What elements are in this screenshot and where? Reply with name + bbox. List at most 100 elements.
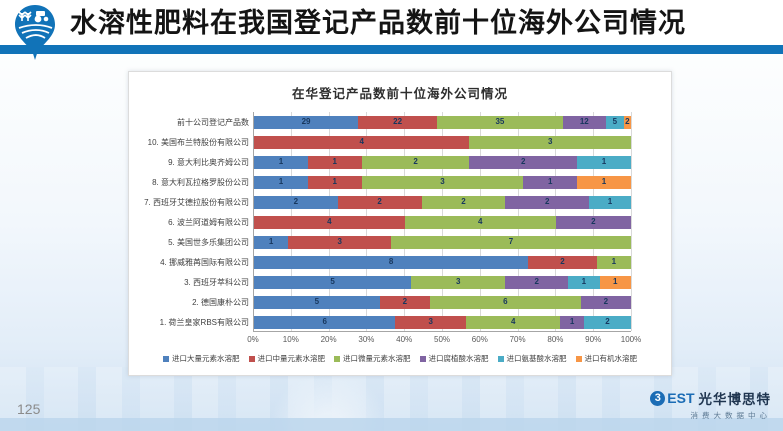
bar-row: 6. 波兰阿道姆有限公司 4 4 2	[129, 212, 631, 232]
slide-body: 在华登记产品数前十位海外公司情况 前十公司登记产品数 29 22 35 12 5 2 10. …	[0, 54, 783, 431]
bar-segment: 4	[254, 215, 405, 229]
bar-row-label: 3. 西班牙萃科公司	[184, 277, 249, 287]
bar-segment: 1	[523, 175, 578, 189]
bar-segment-value: 1	[607, 197, 613, 206]
chart-panel: 在华登记产品数前十位海外公司情况 前十公司登记产品数 29 22 35 12 5 2 10. …	[128, 71, 672, 376]
x-axis-tick: 100%	[620, 335, 642, 344]
page-number: 125	[17, 401, 41, 417]
bar-segment-value: 1	[601, 157, 607, 166]
bar-segment-value: 2	[413, 157, 418, 166]
bar-track: 8 2 1	[254, 255, 631, 269]
legend-swatch	[163, 355, 169, 362]
x-axis-tick: 70%	[509, 335, 526, 344]
bar-segment: 1	[596, 255, 631, 269]
bar-row: 前十公司登记产品数 29 22 35 12 5 2	[129, 112, 631, 132]
bar-row-label: 5. 美国世多乐集团公司	[168, 237, 249, 247]
bar-segment-value: 2	[591, 217, 596, 226]
legend-swatch	[419, 355, 426, 362]
chart-legend: 进口大量元素水溶肥 进口中量元素水溶肥 进口微量元素水溶肥 进口腐植酸水溶肥 进口氨基酸…	[129, 353, 671, 364]
bar-segment: 1	[568, 275, 600, 289]
bar-segment-value: 2	[603, 297, 609, 306]
bar-segment: 2	[528, 255, 597, 269]
bar-track: 5 2 6 2	[254, 295, 631, 309]
bar-segment-value: 3	[440, 177, 445, 186]
bar-row: 1. 荷兰皇家RBS有限公司 6 3 4 1 2	[129, 312, 631, 332]
bar-segment: 3	[469, 135, 631, 149]
legend-swatch	[248, 355, 255, 362]
legend-swatch	[575, 355, 582, 362]
bar-track: 1 1 3 1 1	[254, 175, 631, 189]
bar-row-label: 2. 德国康朴公司	[192, 297, 249, 307]
legend-label: 进口有机水溶肥	[584, 354, 638, 363]
grid-line	[631, 112, 632, 331]
bar-segment-value: 1	[569, 317, 575, 326]
bar-segment: 4	[254, 135, 470, 149]
bar-segment: 1	[560, 315, 584, 329]
bar-segment-value: 1	[268, 237, 274, 246]
bar-segment: 1	[254, 155, 308, 169]
bar-segment-value: 3	[547, 137, 553, 146]
bar-row-label: 10. 美国布兰特股份有限公司	[147, 137, 249, 147]
legend-item: 进口大量元素水溶肥	[163, 353, 240, 364]
legend-label: 进口大量元素水溶肥	[172, 354, 240, 363]
bar-segment: 35	[437, 115, 563, 129]
bar-track: 5 3 2 1 1	[254, 275, 631, 289]
chart-title: 在华登记产品数前十位海外公司情况	[291, 87, 508, 101]
bar-segment-value: 1	[601, 177, 607, 186]
chart-area: 前十公司登记产品数 29 22 35 12 5 2 10. 美国布兰特股份有限公司 4 3 9. 意…	[129, 112, 671, 347]
bar-segment: 5	[605, 115, 624, 129]
x-axis-tick: 30%	[358, 335, 375, 344]
bar-segment-value: 6	[503, 297, 508, 306]
bar-segment: 2	[505, 195, 590, 209]
bar-segment-value: 1	[278, 177, 284, 186]
bar-segment: 1	[577, 155, 631, 169]
bar-segment: 2	[583, 315, 631, 329]
bar-segment: 1	[589, 195, 631, 209]
bar-segment-value: 2	[293, 197, 299, 206]
bar-row: 5. 美国世多乐集团公司 1 3 7	[129, 232, 631, 252]
bar-segment-value: 12	[579, 117, 589, 126]
bar-segment: 2	[379, 295, 430, 309]
legend-label: 进口氨基酸水溶肥	[506, 354, 567, 363]
bar-segment-value: 1	[332, 177, 337, 186]
bar-row-label: 7. 西班牙艾德拉股份有限公司	[144, 197, 249, 207]
bar-segment-value: 3	[428, 317, 433, 326]
bar-track: 1 1 2 2 1	[254, 155, 631, 169]
bar-segment: 2	[580, 295, 631, 309]
bar-segment-value: 1	[581, 277, 587, 286]
bar-row-label: 9. 意大利比奥齐姆公司	[168, 157, 249, 167]
legend-item: 进口微量元素水溶肥	[334, 353, 411, 364]
bar-segment-value: 29	[301, 117, 311, 126]
legend-item: 进口腐植酸水溶肥	[419, 353, 489, 364]
bar-segment-value: 2	[521, 157, 526, 166]
bar-segment: 2	[623, 115, 631, 129]
bar-segment-value: 2	[544, 197, 550, 206]
bar-segment-value: 5	[330, 277, 335, 286]
bar-segment-value: 3	[455, 277, 461, 286]
bar-segment: 5	[254, 295, 380, 309]
best-company-logo: 3 EST 光华博思特 消费大数据中心	[650, 388, 771, 421]
bar-segment-value: 2	[625, 117, 630, 126]
bar-segment: 6	[429, 295, 581, 309]
bar-track: 6 3 4 1 2	[254, 315, 631, 329]
bar-row: 7. 西班牙艾德拉股份有限公司 2 2 2 2 1	[129, 192, 631, 212]
bar-segment: 2	[421, 195, 506, 209]
bar-segment: 3	[288, 235, 392, 249]
chart-bars: 前十公司登记产品数 29 22 35 12 5 2 10. 美国布兰特股份有限公司 4 3 9. 意…	[129, 112, 671, 332]
bar-segment-value: 1	[547, 177, 553, 186]
bar-segment-value: 1	[332, 157, 337, 166]
bar-segment: 3	[411, 275, 506, 289]
bar-segment: 7	[391, 235, 631, 249]
best-logo-subtitle: 消费大数据中心	[690, 411, 771, 420]
bar-segment-value: 1	[278, 157, 284, 166]
bar-row: 3. 西班牙萃科公司 5 3 2 1 1	[129, 272, 631, 292]
legend-item: 进口中量元素水溶肥	[248, 353, 326, 364]
bar-segment-value: 5	[314, 297, 320, 306]
bar-track: 4 4 2	[254, 215, 631, 229]
bar-segment-value: 22	[393, 117, 403, 126]
x-axis-tick: 0%	[247, 335, 259, 344]
bar-row-label: 8. 意大利瓦拉格罗股份公司	[152, 177, 249, 187]
bar-track: 2 2 2 2 1	[254, 195, 631, 209]
legend-label: 进口中量元素水溶肥	[257, 354, 326, 363]
